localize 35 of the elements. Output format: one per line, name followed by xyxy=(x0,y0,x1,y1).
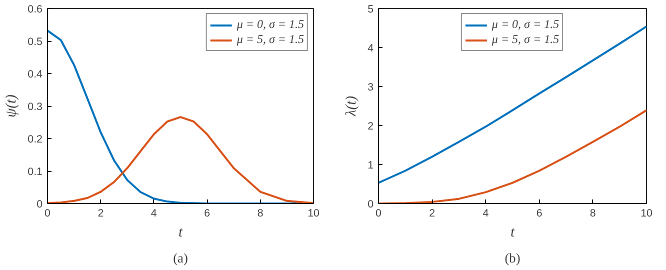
legend-label: μ = 5, σ = 1.5 xyxy=(236,32,304,47)
y-tick-label: 0.1 xyxy=(28,166,43,178)
text: (b) xyxy=(504,250,520,266)
x-axis-title: t xyxy=(178,224,184,240)
y-tick-label: 5 xyxy=(368,4,374,16)
x-tick-label: 4 xyxy=(482,208,489,220)
y-tick-label: 0.4 xyxy=(28,68,43,80)
x-axis-title: t xyxy=(510,224,516,240)
x-tick-label: 6 xyxy=(536,208,542,220)
y-tick-label: 0 xyxy=(368,198,374,210)
x-tick-label: 0 xyxy=(44,208,51,220)
text: (a) xyxy=(173,250,188,266)
y-tick-label: 0 xyxy=(36,198,43,210)
y-tick-label: 0.5 xyxy=(28,36,43,48)
legend-label: μ = 0, σ = 1.5 xyxy=(236,17,304,32)
x-tick-label: 4 xyxy=(150,208,157,220)
y-tick-label: 1 xyxy=(368,160,374,172)
legend-label: μ = 5, σ = 1.5 xyxy=(492,32,560,47)
y-axis-title: λ(t) xyxy=(344,96,360,118)
x-tick-label: 2 xyxy=(98,208,104,220)
x-tick-label: 10 xyxy=(640,208,652,220)
x-tick-label: 0 xyxy=(376,208,382,220)
x-tick-label: 10 xyxy=(308,208,320,220)
x-tick-label: 6 xyxy=(204,208,210,220)
y-tick-label: 0.3 xyxy=(28,101,43,113)
y-tick-label: 2 xyxy=(368,120,374,132)
y-tick-label: 0.2 xyxy=(28,134,43,146)
legend-label: μ = 0, σ = 1.5 xyxy=(492,17,560,32)
y-tick-label: 3 xyxy=(368,82,374,94)
x-tick-label: 8 xyxy=(257,208,264,220)
x-tick-label: 2 xyxy=(429,208,436,220)
x-tick-label: 8 xyxy=(590,208,596,220)
y-axis-title: ψ(t) xyxy=(4,94,20,118)
y-tick-label: 4 xyxy=(368,42,374,54)
y-tick-label: 0.6 xyxy=(28,4,43,16)
